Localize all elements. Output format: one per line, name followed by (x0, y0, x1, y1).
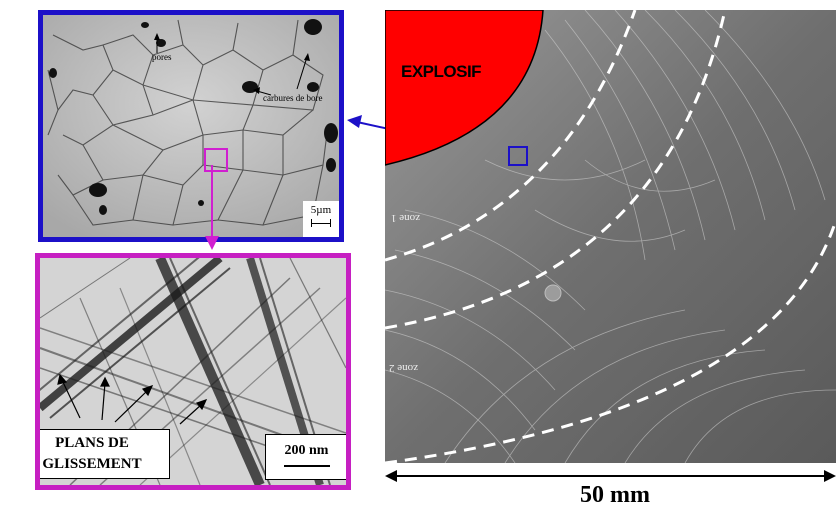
sem-texture (43, 15, 339, 237)
slip-planes-line2: GLISSEMENT (42, 456, 142, 472)
sem-micrograph: pores carbures de bore 5µm (38, 10, 344, 242)
sem-arrows (154, 33, 310, 96)
sem-carbides-label: carbures de bore (263, 93, 323, 103)
slip-planes-line1: PLANS DE (55, 435, 129, 451)
sem-scale-tick-right (330, 219, 331, 227)
zone1-label: zone 1 (391, 212, 421, 224)
sem-zoom-region (204, 148, 228, 172)
dimension-arrow (385, 470, 836, 482)
zone2-label: zone 2 (389, 362, 419, 374)
sem-scale-label: 5µm (310, 204, 332, 216)
tem-scale-box: 200 nm (265, 434, 346, 480)
slip-planes-callout: PLANS DE GLISSEMENT (40, 429, 170, 479)
tem-scale-bar (283, 465, 330, 467)
sem-scale-bar (311, 223, 331, 224)
dimension-label: 50 mm (580, 482, 650, 508)
explosive-charge (385, 10, 544, 166)
sem-scale-tick-left (311, 219, 312, 227)
sem-scale-box: 5µm (303, 201, 339, 237)
tem-scale-label: 200 nm (284, 443, 329, 458)
sem-pores-label: pores (152, 52, 172, 62)
tem-micrograph: PLANS DE GLISSEMENT 200 nm (35, 253, 351, 490)
explosive-label: EXPLOSIF (401, 62, 482, 81)
macro-zoom-region (508, 146, 528, 166)
macro-section-image: EXPLOSIF zone 1 zone 2 (385, 10, 836, 463)
